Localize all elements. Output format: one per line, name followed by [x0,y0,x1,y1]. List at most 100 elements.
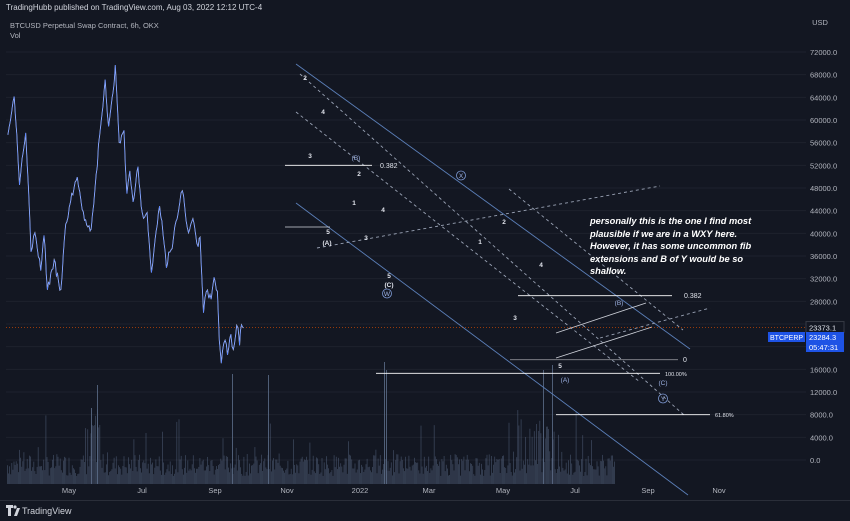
volume-bar [462,460,464,484]
volume-bar [73,468,74,484]
volume-bar [492,472,493,484]
volume-bar [91,408,92,484]
volume-bar [199,458,201,484]
volume-bar [9,466,10,484]
volume-bar [122,465,124,484]
volume-bar [257,473,259,484]
volume-bar [35,474,37,484]
volume-bar [506,473,508,484]
volume-bar [104,472,106,484]
volume-bar [590,465,591,484]
volume-bar [321,458,323,484]
volume-bar [233,467,235,484]
drawings: 0.382 0.382 0 100.00% 61.80% [6,63,806,496]
volume-bar [373,455,375,484]
volume-bar [360,473,361,484]
volume-bar [610,455,612,484]
volume-bar [522,460,524,484]
volume-bar [507,465,509,484]
volume-bar [278,453,280,484]
volume-bar [399,461,401,484]
wave-label: (C) [384,282,393,289]
volume-bar [13,461,15,484]
volume-bar [29,455,30,484]
volume-bar [453,470,455,484]
volume-bar [561,451,563,484]
volume-bar [181,469,183,484]
volume-bar [194,468,195,484]
y-tick-label: 52000.0 [810,161,837,170]
volume-bar [553,431,555,484]
y-tick-label: 64000.0 [810,93,837,102]
volume-bar [277,462,279,484]
volume-bar [208,465,210,484]
volume-bar [349,454,350,484]
volume-bar [505,467,507,484]
volume-bar [187,460,189,484]
volume-bar [335,456,337,484]
volume-bar [441,459,443,484]
volume-bar [137,460,139,484]
fib-level-label: 0.382 [380,163,398,170]
volume-bar [570,454,571,484]
volume-bar [368,466,370,484]
volume-bar [407,468,409,484]
volume-bar [367,467,369,484]
volume-bar [383,464,384,484]
volume-bar [112,462,114,484]
volume-bar [46,457,48,484]
volume-bar [295,472,296,484]
volume-bar [340,463,342,484]
volume-bar [533,431,535,484]
volume-bar [224,469,226,484]
volume-bar [411,465,413,484]
volume-bar [395,460,397,484]
volume-bar [8,473,9,484]
volume-bar [378,465,380,484]
volume-bar [434,456,436,484]
volume-bar [288,474,290,484]
volume-bar [529,428,531,484]
volume-bar [167,464,169,484]
volume-bar [396,454,398,484]
volume-bar [43,459,45,484]
volume-bar [111,469,113,484]
channel-dashed-4 [316,185,661,249]
volume-bar [428,456,430,484]
volume-bar [26,458,28,484]
volume-bar [564,469,566,484]
small-channel-ext [599,307,711,339]
volume-bar [583,475,585,484]
volume-bar [297,465,299,484]
volume-bar [263,461,265,484]
volume-bar [353,468,355,484]
volume-bar [214,469,216,484]
volume-bar [562,467,564,484]
volume-bar [272,460,273,484]
footer-bar: TradingView [0,500,850,521]
volume-bar [352,468,354,484]
volume-bar [400,456,402,484]
volume-bar [189,468,191,484]
volume-bar [555,473,557,484]
volume-bar [549,451,551,484]
volume-bar [223,455,225,484]
volume-bar [475,458,477,484]
volume-bar [209,471,211,484]
volume-bar [345,458,347,484]
volume-bar [79,466,81,484]
volume-bar [68,457,70,484]
wave-label-circle [658,393,668,404]
volume-bar [47,461,49,484]
volume-bar [131,459,133,484]
volume-bar [136,471,138,484]
volume-bar [565,462,567,484]
volume-bar [491,455,492,484]
volume-bar [445,464,447,484]
volume-bar [64,456,65,484]
volume-bar [519,470,521,484]
price-chart[interactable]: 0.382 0.382 0 100.00% 61.80% 2 4 3 5 (A) (B) 2 4 1 3 5… [0,0,850,500]
volume-bar [254,447,256,484]
volume-bar [106,464,107,484]
volume-bar [356,469,358,484]
